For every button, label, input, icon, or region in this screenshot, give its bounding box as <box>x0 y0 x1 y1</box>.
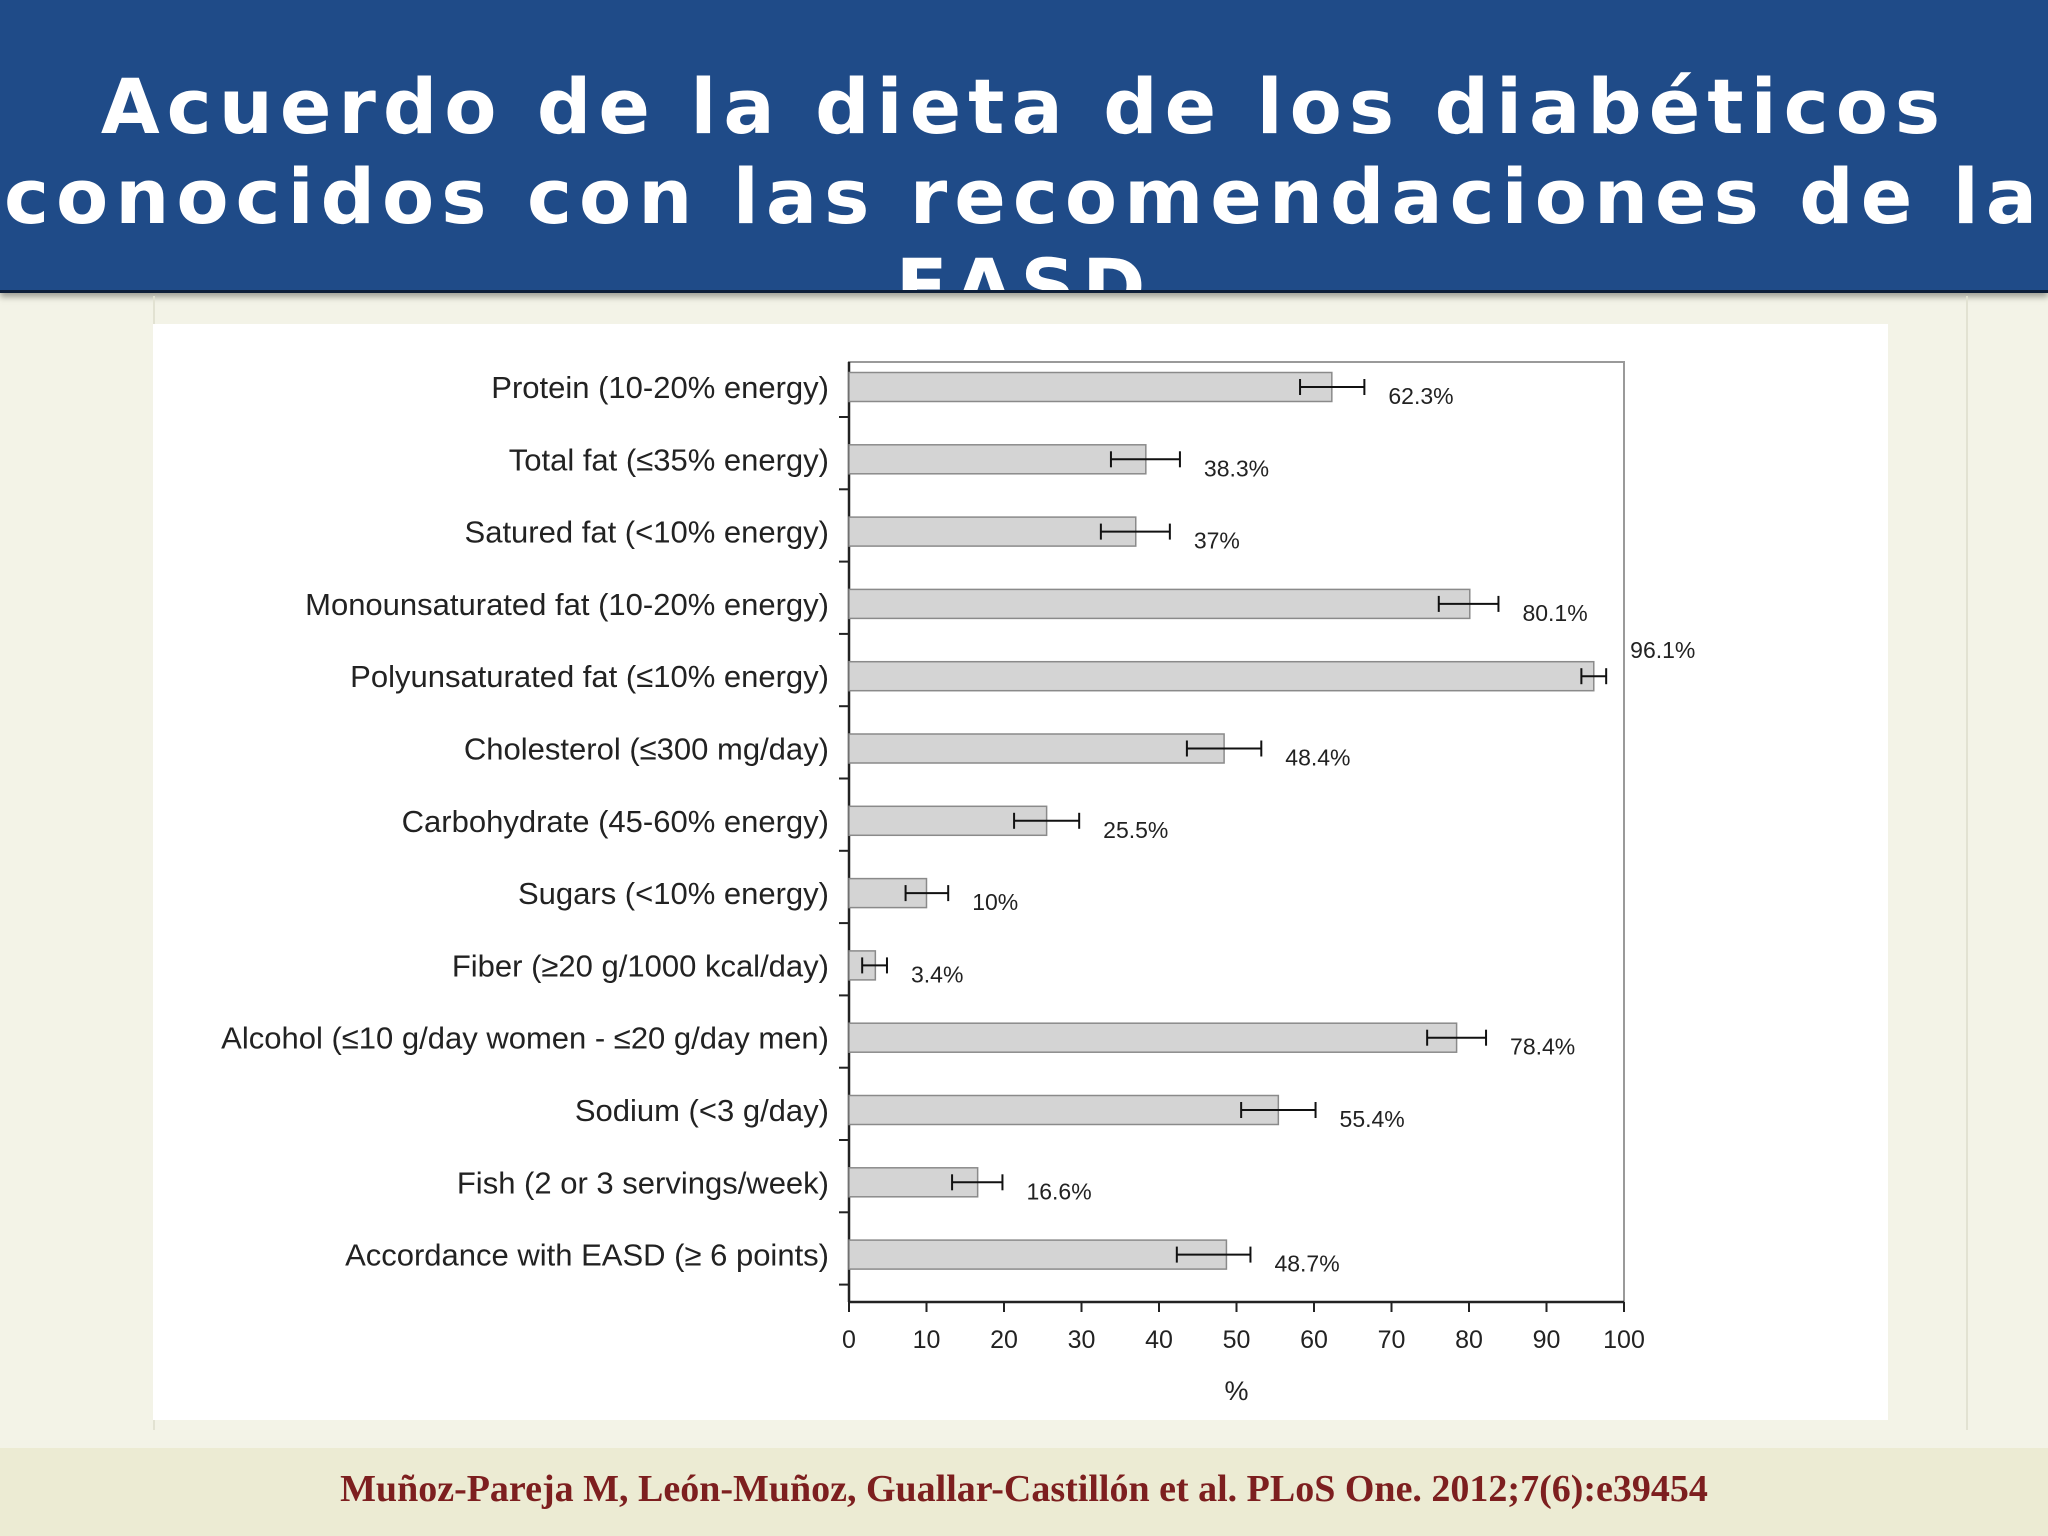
x-tick-label: 50 <box>1223 1326 1251 1354</box>
x-axis-title: % <box>1224 1376 1248 1406</box>
citation: Muñoz-Pareja M, León-Muñoz, Guallar-Cast… <box>340 1468 1708 1510</box>
category-label: Fish (2 or 3 servings/week) <box>457 1165 829 1200</box>
data-label: 80.1% <box>1522 600 1587 626</box>
bar <box>848 733 1225 764</box>
data-label: 10% <box>972 889 1018 915</box>
x-tick-label: 90 <box>1533 1326 1561 1354</box>
bar <box>848 516 1137 547</box>
bar <box>848 444 1147 475</box>
x-tick-label: 60 <box>1300 1326 1328 1354</box>
x-tick-label: 30 <box>1068 1326 1096 1354</box>
category-label: Sodium (<3 g/day) <box>575 1093 829 1128</box>
x-tick-label: 80 <box>1455 1326 1483 1354</box>
category-label: Sugars (<10% energy) <box>518 876 829 911</box>
category-label: Cholesterol (≤300 mg/day) <box>464 732 829 767</box>
x-tick-label: 10 <box>913 1326 941 1354</box>
category-label: Protein (10-20% energy) <box>491 370 829 405</box>
right-divider <box>1966 296 1968 1430</box>
data-label: 78.4% <box>1510 1034 1575 1060</box>
data-label: 25.5% <box>1103 817 1168 843</box>
data-label: 37% <box>1194 528 1240 554</box>
category-label: Polyunsaturated fat (≤10% energy) <box>350 659 829 694</box>
category-label: Total fat (≤35% energy) <box>509 442 829 477</box>
x-tick-label: 70 <box>1378 1326 1406 1354</box>
data-label: 55.4% <box>1340 1106 1405 1132</box>
x-tick-label: 40 <box>1145 1326 1173 1354</box>
bar-chart: Protein (10-20% energy) 62.3% Total fat (≤… <box>221 361 1695 1406</box>
category-label: Satured fat (<10% energy) <box>465 515 829 550</box>
category-label: Monounsaturated fat (10-20% energy) <box>305 587 829 622</box>
bar <box>848 371 1333 403</box>
category-label: Alcohol (≤10 g/day women - ≤20 g/day men… <box>221 1021 829 1056</box>
data-label: 16.6% <box>1026 1178 1091 1204</box>
category-label: Fiber (≥20 g/1000 kcal/day) <box>452 948 829 983</box>
category-label: Accordance with EASD (≥ 6 points) <box>345 1238 829 1273</box>
chart-panel: Protein (10-20% energy) 62.3% Total fat (≤… <box>153 324 1888 1420</box>
x-tick-label: 20 <box>990 1326 1018 1354</box>
slide-header: Acuerdo de la dieta de los diabéticos co… <box>0 0 2048 293</box>
bar <box>848 1239 1228 1270</box>
bar <box>848 588 1471 620</box>
x-tick-label: 0 <box>842 1326 856 1354</box>
category-label: Carbohydrate (45-60% energy) <box>402 804 829 839</box>
x-tick-label: 100 <box>1603 1326 1645 1354</box>
data-label: 96.1% <box>1630 637 1695 663</box>
slide-title: Acuerdo de la dieta de los diabéticos co… <box>3 62 2045 293</box>
data-label: 48.4% <box>1285 745 1350 771</box>
bar <box>848 1094 1280 1126</box>
data-label: 38.3% <box>1204 455 1269 481</box>
data-label: 48.7% <box>1274 1251 1339 1277</box>
bar <box>848 660 1595 692</box>
data-label: 62.3% <box>1388 383 1453 409</box>
footer-band <box>0 1448 2048 1536</box>
data-label: 3.4% <box>911 961 963 987</box>
bar <box>848 1022 1458 1053</box>
